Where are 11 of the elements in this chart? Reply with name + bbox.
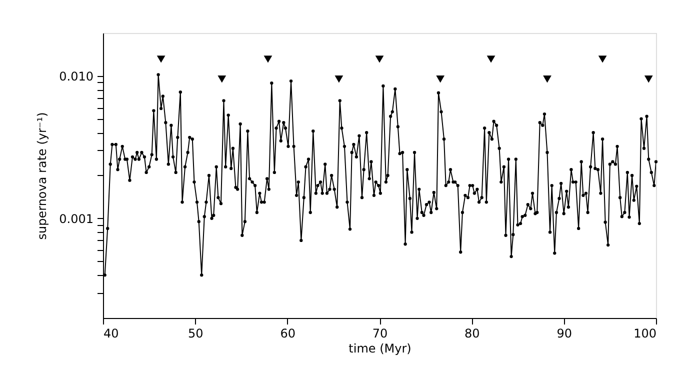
- x-tick-label: 70: [372, 326, 388, 340]
- y-tick-label: 0.001: [59, 212, 94, 226]
- x-tick-label: 90: [556, 326, 572, 340]
- y-tick-label: 0.010: [59, 69, 94, 84]
- x-tick-label: 80: [464, 326, 480, 340]
- x-tick-label: 60: [280, 326, 296, 340]
- x-axis-title: time (Myr): [348, 342, 412, 356]
- x-tick-label: 40: [104, 326, 119, 340]
- y-axis-title: supernova rate (yr⁻¹): [35, 112, 50, 240]
- x-tick-label: 50: [188, 326, 204, 340]
- x-tick-label: 100: [634, 326, 656, 340]
